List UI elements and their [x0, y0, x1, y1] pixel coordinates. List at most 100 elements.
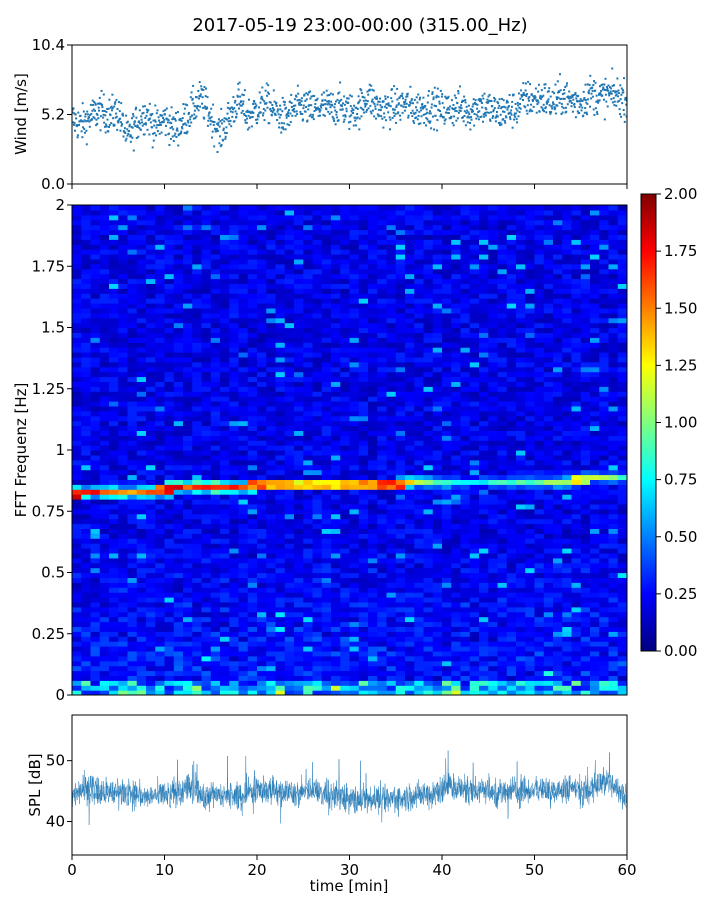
spectrogram-cell [155, 675, 166, 681]
spectrogram-cell [534, 415, 545, 422]
spectrogram-cell [118, 680, 129, 686]
spectrogram-cell [146, 650, 156, 657]
wind-point [285, 114, 288, 117]
spectrogram-cell [497, 626, 508, 632]
spectrogram-cell [146, 538, 156, 544]
wind-point [477, 118, 480, 121]
spectrogram-cell [303, 616, 314, 623]
spectrogram-cell [358, 621, 369, 627]
spectrogram-cell [368, 484, 378, 490]
wind-point [223, 120, 226, 123]
spectrogram-cell [118, 611, 129, 618]
wind-point [344, 114, 347, 117]
spectrogram-cell [395, 440, 406, 446]
spectrogram-cell [238, 621, 249, 627]
wind-point [161, 114, 164, 117]
wind-point [276, 119, 279, 121]
spectrogram-cell [590, 440, 600, 446]
spectrogram-cell [220, 582, 230, 588]
spectrogram-cell [146, 577, 156, 583]
spectrogram-cell [617, 508, 627, 515]
wind-point [604, 89, 607, 92]
spectrogram-cell [340, 508, 351, 515]
spectrogram-cell [118, 528, 129, 534]
spectrogram-cell [414, 440, 425, 446]
wind-point [493, 96, 496, 99]
wind-point [212, 123, 215, 126]
spectrogram-cell [99, 420, 110, 427]
spectrogram-cell [432, 533, 443, 539]
wind-point [309, 113, 312, 116]
spectrogram-cell [534, 523, 545, 529]
spectrogram-cell [136, 523, 147, 529]
wind-point [279, 104, 282, 107]
wind-point [83, 119, 86, 122]
spectrogram-cell [266, 538, 277, 544]
wind-point [597, 93, 600, 96]
spectrogram-cell [395, 552, 406, 559]
spectrogram-cell [331, 601, 341, 608]
spectrogram-cell [571, 552, 582, 559]
spectrogram-cell [127, 420, 138, 427]
spectrogram-cell [109, 518, 119, 525]
spectrogram-cell [90, 445, 101, 451]
spectrogram-cell [257, 567, 267, 574]
spectrogram-cell [118, 538, 129, 544]
spectrogram-cell [580, 631, 591, 637]
spectrogram-cell [238, 548, 249, 554]
spectrogram-cell [423, 420, 434, 427]
spectrogram-cell [414, 410, 425, 417]
spectrogram-cell [247, 474, 258, 480]
spectrogram-cell [321, 440, 332, 446]
spectrogram-cell [460, 567, 471, 574]
spectrogram-cell [479, 435, 489, 441]
wind-point [549, 95, 552, 98]
spectrogram-cell [358, 626, 369, 632]
spectrogram-cell [164, 601, 175, 608]
wind-point [232, 96, 235, 99]
spectrogram-cell [405, 675, 415, 681]
spectrogram-cell [460, 543, 471, 549]
spectrogram-cell [442, 641, 452, 647]
wind-point [199, 93, 202, 96]
spectrogram-cell [534, 484, 545, 490]
spectrogram-cell [155, 523, 166, 529]
wind-point [199, 95, 202, 98]
wind-point [244, 119, 247, 122]
wind-point [612, 90, 615, 92]
spectrogram-cell [164, 464, 175, 471]
spectrogram-cell [479, 592, 489, 598]
spectrogram-cell [220, 435, 230, 441]
spectrogram-cell [109, 665, 119, 672]
wind-point [347, 97, 350, 100]
wind-point [292, 109, 295, 112]
wind-point [499, 113, 502, 116]
spectrogram-cell [469, 592, 480, 598]
spectrogram-cell [284, 680, 295, 686]
wind-point [331, 115, 334, 118]
spectrogram-cell [247, 479, 258, 485]
spectrogram-cell [136, 675, 147, 681]
spectrogram-cell [460, 616, 471, 623]
wind-point [135, 106, 138, 109]
spectrogram-cell [266, 616, 277, 623]
spectrogram-cell [109, 685, 119, 691]
spectrogram-cell [146, 445, 156, 451]
wind-point [192, 84, 195, 87]
wind-point [574, 93, 577, 96]
spectrogram-cell [580, 592, 591, 598]
spectrogram-cell [442, 513, 452, 520]
spectrogram-cell [488, 572, 499, 578]
spectrogram-cell [340, 548, 351, 554]
spectrogram-cell [516, 675, 526, 681]
spectrogram-cell [377, 474, 388, 480]
spectrogram-cell [303, 641, 314, 647]
spectrogram-cell [229, 415, 240, 422]
wind-point [129, 134, 132, 137]
wind-point [454, 106, 457, 109]
spectrogram-cell [201, 646, 212, 652]
spectrogram-cell [599, 611, 610, 618]
spectrogram-cell [608, 440, 619, 446]
spectrogram-cell [580, 513, 591, 520]
spectrogram-cell [414, 592, 425, 598]
